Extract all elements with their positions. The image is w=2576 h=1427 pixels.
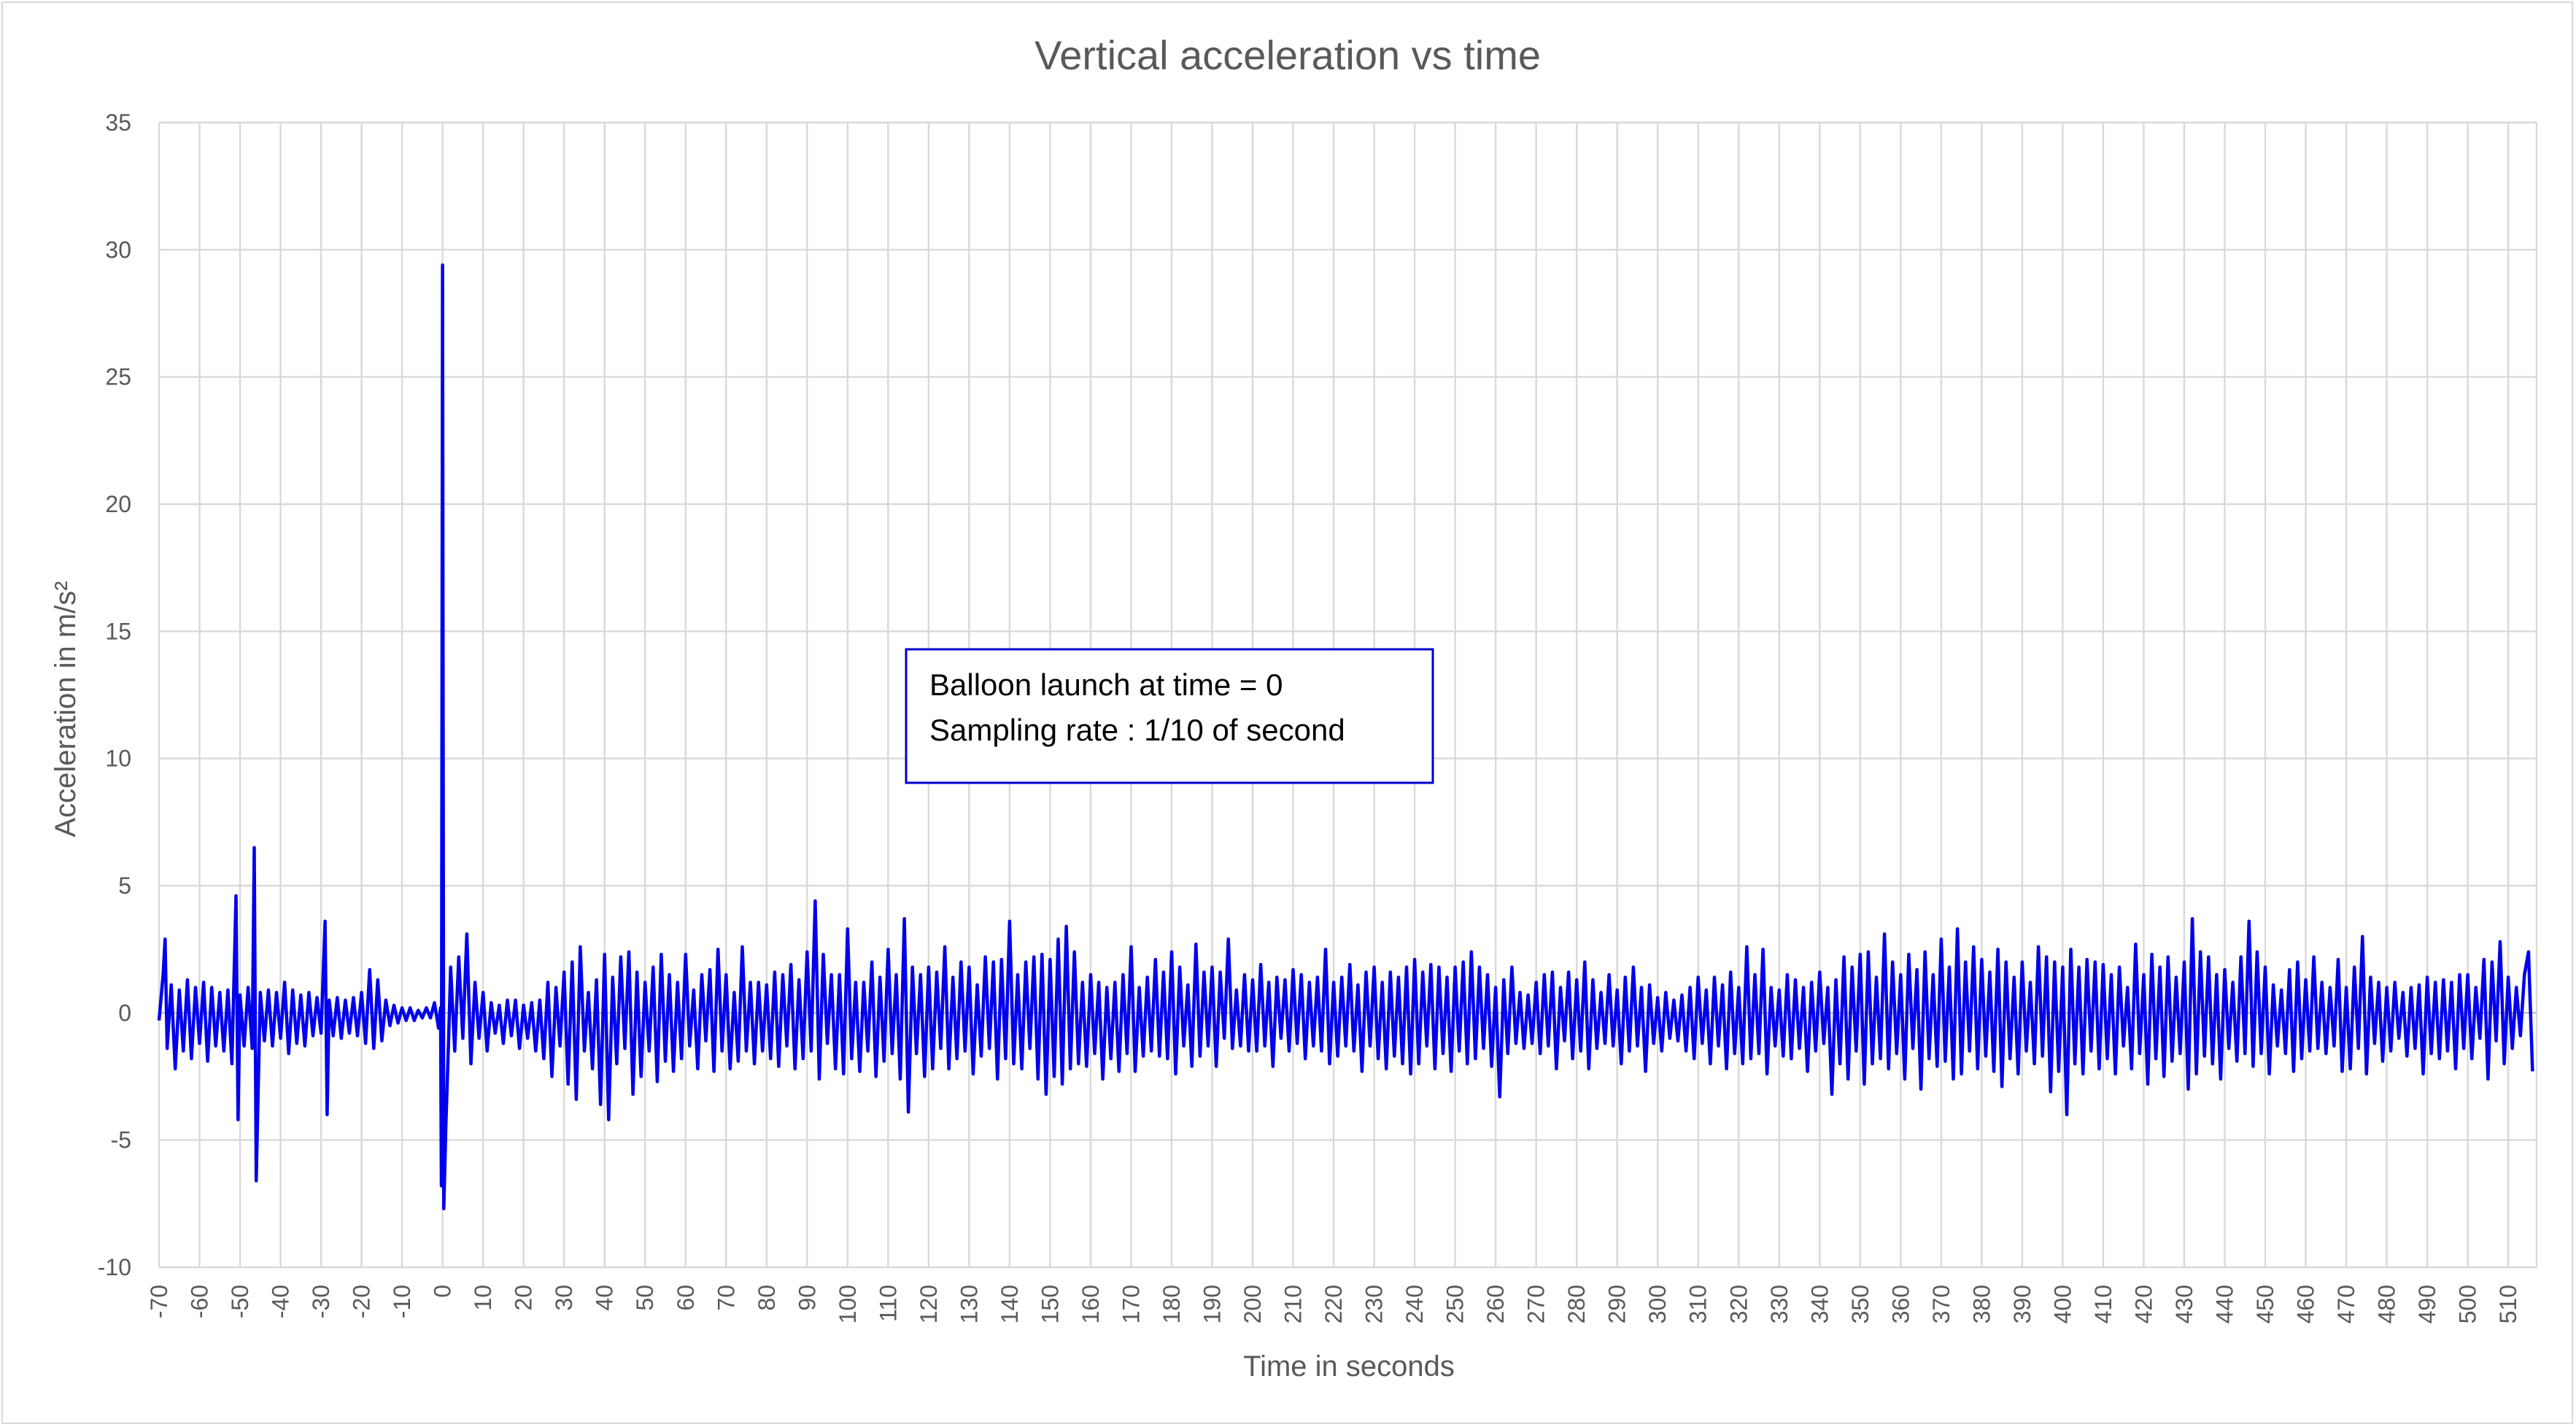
y-axis-title: Acceleration in m/s² — [50, 581, 82, 837]
x-tick-label: 30 — [551, 1285, 577, 1311]
x-tick-label: 350 — [1847, 1285, 1873, 1323]
annotation-border — [905, 648, 1434, 784]
x-tick-label: -30 — [308, 1285, 334, 1318]
x-tick-label: 40 — [592, 1285, 618, 1311]
x-tick-label: -60 — [187, 1285, 213, 1318]
x-tick-label: 20 — [511, 1285, 537, 1311]
x-tick-label: 160 — [1078, 1285, 1104, 1323]
y-axis-ticks: -10 -5 0 5 10 15 20 25 30 35 — [98, 109, 131, 1280]
y-tick-label: -10 — [98, 1254, 131, 1280]
annotation-line-1: Balloon launch at time = 0 — [929, 668, 1283, 702]
x-tick-label: 310 — [1685, 1285, 1711, 1323]
x-tick-label: 70 — [713, 1285, 739, 1311]
x-tick-label: 380 — [1968, 1285, 1995, 1323]
x-tick-label: 140 — [997, 1285, 1023, 1323]
x-tick-label: 90 — [794, 1285, 820, 1311]
x-tick-label: -20 — [349, 1285, 375, 1318]
x-tick-label: 510 — [2495, 1285, 2521, 1323]
x-tick-label: 240 — [1401, 1285, 1428, 1323]
x-tick-label: 320 — [1725, 1285, 1752, 1323]
y-tick-label: 25 — [105, 364, 131, 390]
x-tick-label: 280 — [1563, 1285, 1590, 1323]
x-tick-label: 190 — [1199, 1285, 1226, 1323]
x-axis-title: Time in seconds — [1243, 1350, 1455, 1382]
y-tick-label: 35 — [105, 109, 131, 136]
x-tick-label: 250 — [1442, 1285, 1469, 1323]
x-tick-label: 400 — [2049, 1285, 2076, 1323]
series-layer — [157, 263, 2534, 1211]
x-tick-label: -50 — [227, 1285, 253, 1318]
x-tick-label: 110 — [875, 1285, 901, 1322]
x-tick-label: 370 — [1928, 1285, 1954, 1323]
x-tick-label: 210 — [1280, 1285, 1307, 1323]
x-tick-label: 360 — [1887, 1285, 1914, 1323]
y-tick-label: 5 — [118, 873, 131, 899]
x-tick-label: 260 — [1482, 1285, 1509, 1323]
annotation-box: Balloon launch at time = 0 Sampling rate… — [905, 648, 1434, 784]
y-tick-label: 15 — [105, 618, 131, 644]
x-tick-label: 50 — [632, 1285, 658, 1311]
x-tick-label: 180 — [1159, 1285, 1185, 1323]
x-tick-label: 270 — [1523, 1285, 1550, 1323]
x-tick-label: 480 — [2374, 1285, 2400, 1323]
x-tick-label: 300 — [1644, 1285, 1671, 1323]
x-tick-label: 230 — [1361, 1285, 1388, 1323]
x-tick-label: 410 — [2090, 1285, 2116, 1323]
x-tick-label: 200 — [1239, 1285, 1266, 1323]
x-tick-label: 450 — [2252, 1285, 2278, 1323]
x-tick-label: 390 — [2009, 1285, 2035, 1323]
x-tick-label: 170 — [1118, 1285, 1144, 1323]
x-tick-label: 100 — [835, 1285, 861, 1323]
x-tick-label: 60 — [673, 1285, 699, 1311]
x-tick-label: 10 — [470, 1285, 496, 1311]
x-tick-label: 460 — [2293, 1285, 2319, 1323]
x-tick-label: 220 — [1320, 1285, 1347, 1323]
y-tick-label: 20 — [105, 491, 131, 517]
x-tick-label: 150 — [1037, 1285, 1063, 1323]
y-tick-label: -5 — [111, 1127, 131, 1153]
y-tick-label: 10 — [105, 746, 131, 772]
x-tick-label: 500 — [2455, 1285, 2481, 1323]
x-tick-label: 420 — [2130, 1285, 2157, 1323]
x-tick-label: 120 — [916, 1285, 942, 1323]
x-tick-label: -70 — [146, 1285, 172, 1318]
x-tick-label: 340 — [1806, 1285, 1833, 1323]
x-tick-label: 470 — [2333, 1285, 2359, 1323]
x-tick-label: -10 — [389, 1285, 415, 1318]
x-tick-label: 430 — [2171, 1285, 2197, 1323]
annotation-line-2: Sampling rate : 1/10 of second — [929, 713, 1345, 747]
x-tick-label: 130 — [956, 1285, 982, 1323]
x-axis-ticks: -70 -60 -50 -40 -30 -20 -10 0 10 20 30 40 50 60 70 80 90… — [146, 1285, 2521, 1323]
x-tick-label: 490 — [2414, 1285, 2440, 1323]
x-tick-label: -40 — [268, 1285, 294, 1318]
y-tick-label: 30 — [105, 236, 131, 263]
y-tick-label: 0 — [118, 999, 131, 1026]
x-tick-label: 330 — [1766, 1285, 1792, 1323]
x-tick-label: 440 — [2211, 1285, 2237, 1323]
chart-title: Vertical acceleration vs time — [1034, 32, 1541, 78]
x-tick-label: 290 — [1604, 1285, 1631, 1323]
series-line-0 — [157, 263, 2534, 1211]
x-tick-label: 80 — [754, 1285, 780, 1311]
x-tick-label: 0 — [430, 1285, 456, 1298]
